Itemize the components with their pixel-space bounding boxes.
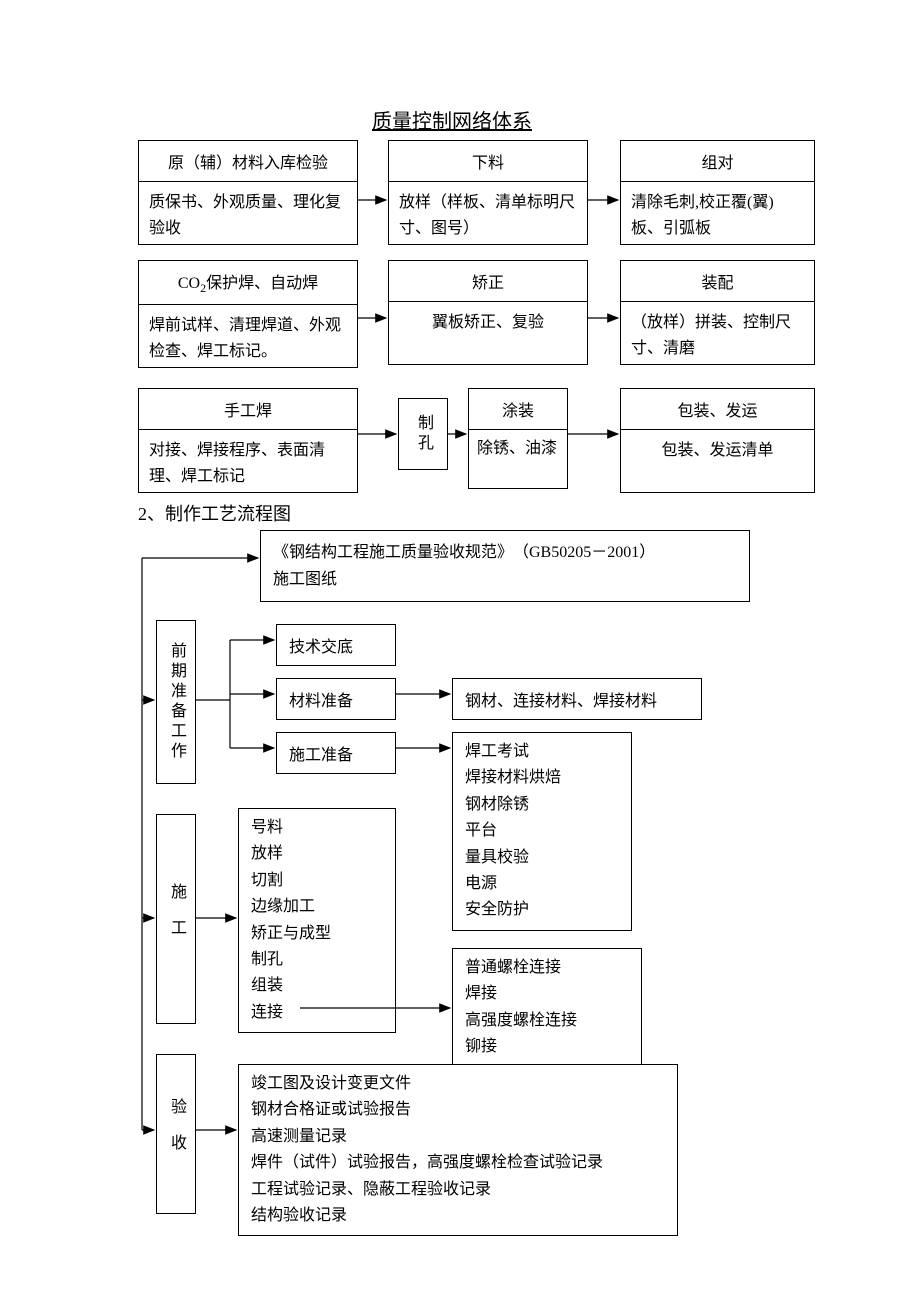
d1-r3-n1-title: 手工焊 <box>139 389 357 430</box>
d1-r2-n3: 装配 （放样）拼装、控制尺寸、清磨 <box>620 260 815 365</box>
d1-r2-n3-title: 装配 <box>621 261 814 302</box>
d2-s2-items: 号料 放样 切割 边缘加工 矫正与成型 制孔 组装 连接 <box>238 808 396 1033</box>
d1-r2-n1-body: 焊前试样、清理焊道、外观检查、焊工标记。 <box>139 305 357 367</box>
d2-s1-a: 技术交底 <box>276 624 396 666</box>
page: 质量控制网络体系 原（辅）材料入库检验 质保书、外观质量、理化复验收 下料 放样… <box>0 0 920 1302</box>
d1-r3-n2-label: 制孔 <box>399 399 447 469</box>
d2-s1-a-text: 技术交底 <box>277 625 395 665</box>
d1-r3-n2: 制孔 <box>398 398 448 470</box>
d2-s1-b-detail-text: 钢材、连接材料、焊接材料 <box>453 679 701 719</box>
d1-r1-n1: 原（辅）材料入库检验 质保书、外观质量、理化复验收 <box>138 140 358 245</box>
d1-r1-n1-body: 质保书、外观质量、理化复验收 <box>139 182 357 244</box>
d1-r2-n1-title: CO2保护焊、自动焊 <box>139 261 357 305</box>
d2-stage3-label: 验收 <box>157 1055 195 1213</box>
d2-s1-c-detail: 焊工考试 焊接材料烘焙 钢材除锈 平台 量具校验 电源 安全防护 <box>452 732 632 931</box>
d1-r1-n2: 下料 放样（样板、清单标明尺寸、图号） <box>388 140 588 245</box>
d1-r1-n3: 组对 清除毛刺,校正覆(翼)板、引弧板 <box>620 140 815 245</box>
d2-s3-items: 竣工图及设计变更文件 钢材合格证或试验报告 高速测量记录 焊件（试件）试验报告，… <box>238 1064 678 1236</box>
d2-s1-b-text: 材料准备 <box>277 679 395 719</box>
d1-r1-n3-body: 清除毛刺,校正覆(翼)板、引弧板 <box>621 182 814 244</box>
d1-r1-n3-title: 组对 <box>621 141 814 182</box>
section2-label: 2、制作工艺流程图 <box>138 500 291 526</box>
d2-s3-items-text: 竣工图及设计变更文件 钢材合格证或试验报告 高速测量记录 焊件（试件）试验报告，… <box>251 1071 665 1229</box>
d1-r3-n4-body: 包装、发运清单 <box>621 430 814 492</box>
d2-s1-c: 施工准备 <box>276 732 396 774</box>
d1-r3-n4: 包装、发运 包装、发运清单 <box>620 388 815 493</box>
d2-s1-c-detail-text: 焊工考试 焊接材料烘焙 钢材除锈 平台 量具校验 电源 安全防护 <box>465 739 619 924</box>
d2-s2-items-text: 号料 放样 切割 边缘加工 矫正与成型 制孔 组装 连接 <box>251 815 383 1026</box>
d1-r1-n2-title: 下料 <box>389 141 587 182</box>
d1-r3-n4-title: 包装、发运 <box>621 389 814 430</box>
d2-stage1: 前期准备工作 <box>156 620 196 784</box>
d1-r2-n2-title: 矫正 <box>389 261 587 302</box>
d2-s1-b-detail: 钢材、连接材料、焊接材料 <box>452 678 702 720</box>
d1-r2-n2-body: 翼板矫正、复验 <box>389 302 587 364</box>
d2-s1-c-text: 施工准备 <box>277 733 395 773</box>
d2-stage2: 施工 <box>156 814 196 1024</box>
d1-r3-n3: 涂装 除锈、油漆 <box>468 388 568 489</box>
d2-stage2-label: 施工 <box>157 815 195 1023</box>
d1-r3-n1: 手工焊 对接、焊接程序、表面清理、焊工标记 <box>138 388 358 493</box>
d2-stage1-label: 前期准备工作 <box>157 621 195 783</box>
d2-header-text: 《钢结构工程施工质量验收规范》 （GB50205－2001） 施工图纸 <box>273 539 737 593</box>
d1-r2-n1: CO2保护焊、自动焊 焊前试样、清理焊道、外观检查、焊工标记。 <box>138 260 358 368</box>
d1-r1-n1-title: 原（辅）材料入库检验 <box>139 141 357 182</box>
d1-r3-n3-title: 涂装 <box>469 389 567 430</box>
d1-r2-n2: 矫正 翼板矫正、复验 <box>388 260 588 365</box>
d1-r3-n1-body: 对接、焊接程序、表面清理、焊工标记 <box>139 430 357 492</box>
d1-r3-n3-body: 除锈、油漆 <box>469 430 567 488</box>
d1-r2-n3-body: （放样）拼装、控制尺寸、清磨 <box>621 302 814 364</box>
d2-s1-b: 材料准备 <box>276 678 396 720</box>
d2-s2-detail-text: 普通螺栓连接 焊接 高强度螺栓连接 铆接 <box>465 955 629 1061</box>
d2-s2-detail: 普通螺栓连接 焊接 高强度螺栓连接 铆接 <box>452 948 642 1068</box>
d2-header: 《钢结构工程施工质量验收规范》 （GB50205－2001） 施工图纸 <box>260 530 750 602</box>
d1-r1-n2-body: 放样（样板、清单标明尺寸、图号） <box>389 182 587 244</box>
d2-stage3: 验收 <box>156 1054 196 1214</box>
page-title: 质量控制网络体系 <box>372 105 532 134</box>
